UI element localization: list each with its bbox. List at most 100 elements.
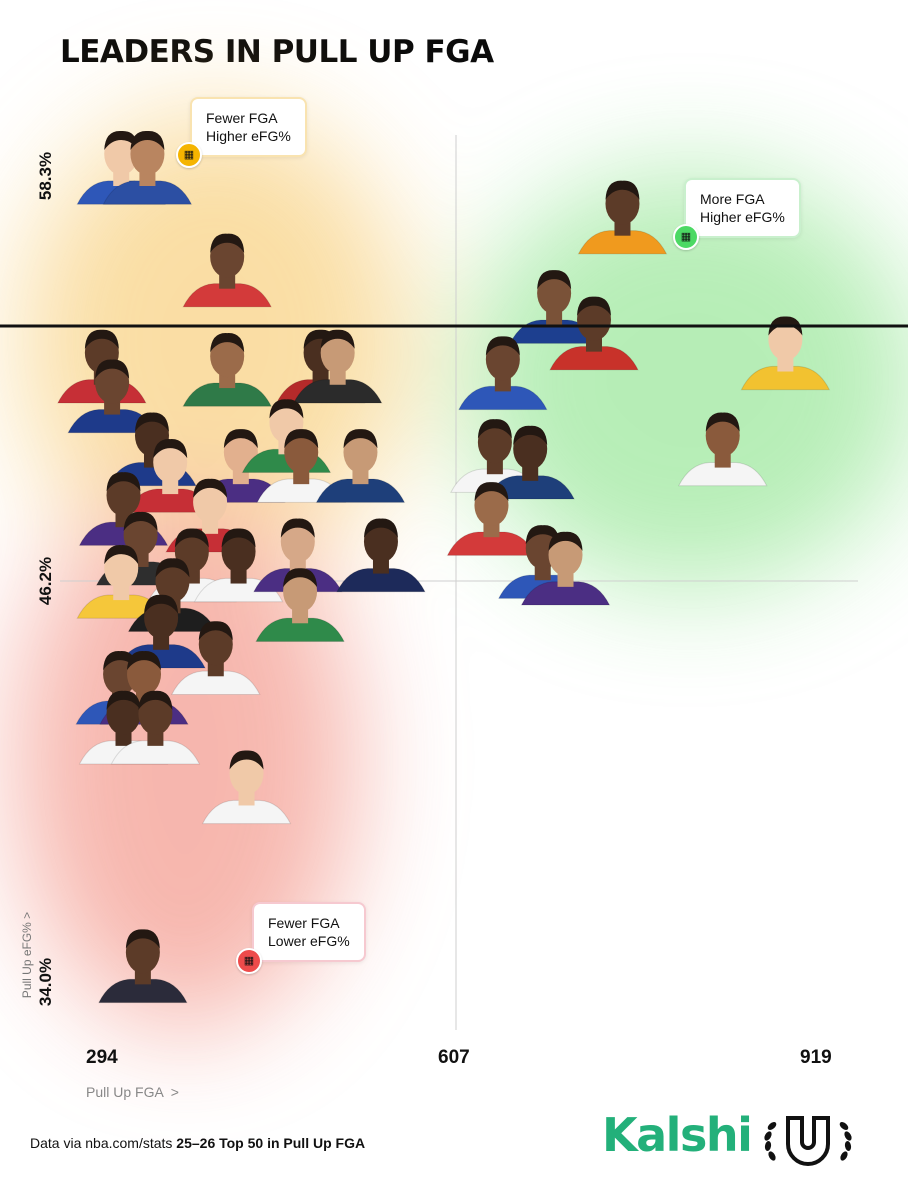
- player-head: [537, 272, 572, 315]
- player-hair: [104, 130, 139, 150]
- player-marker: [450, 419, 540, 493]
- player-head: [280, 520, 315, 563]
- player-hair: [269, 399, 304, 419]
- player-hair: [95, 359, 130, 379]
- player-head: [221, 530, 256, 573]
- player-hair: [221, 528, 256, 548]
- player-head: [193, 480, 228, 523]
- player-marker: [182, 333, 272, 407]
- player-marker: [485, 425, 576, 500]
- player-hair: [548, 531, 583, 551]
- player-marker: [201, 750, 292, 825]
- player-marker: [170, 621, 261, 695]
- player-head: [144, 596, 179, 639]
- player-hair: [130, 130, 165, 150]
- player-marker: [458, 336, 548, 411]
- player-head: [576, 298, 611, 341]
- player-hair: [106, 690, 141, 710]
- player-hair: [210, 233, 245, 253]
- player-hair: [223, 429, 258, 449]
- laurel-u-icon: [764, 1116, 852, 1166]
- player-head: [343, 431, 378, 474]
- player-jersey: [102, 180, 193, 205]
- player-hair: [84, 329, 119, 349]
- player-hair: [210, 333, 245, 353]
- x-axis-title: Pull Up FGA >: [86, 1084, 179, 1100]
- player-hair: [768, 316, 803, 336]
- player-jersey: [292, 379, 383, 404]
- player-head: [153, 441, 188, 484]
- player-marker: [110, 690, 201, 765]
- player-markers: [57, 130, 831, 1004]
- player-head: [106, 474, 141, 517]
- y-tick-bottom: 34.0%: [36, 957, 55, 1007]
- x-tick-right: 919: [800, 1047, 832, 1068]
- player-jersey: [110, 740, 201, 765]
- player-jersey: [549, 346, 639, 371]
- player-hair: [280, 518, 315, 538]
- player-head: [363, 520, 398, 563]
- player-head: [513, 427, 548, 470]
- glow-upper-right: [460, 170, 908, 590]
- player-hair: [343, 429, 378, 449]
- player-head: [106, 692, 141, 735]
- player-hair: [477, 419, 512, 439]
- note-more-higher: More FGA Higher eFG%: [684, 178, 801, 238]
- player-hair: [320, 329, 355, 349]
- player-hair: [153, 439, 188, 459]
- player-head: [138, 692, 173, 735]
- player-head: [127, 653, 162, 696]
- player-hair: [198, 621, 233, 641]
- player-marker: [292, 329, 383, 404]
- y-axis-title: Pull Up eFG% >: [20, 911, 34, 999]
- player-jersey: [577, 230, 668, 255]
- player-hair: [125, 929, 160, 949]
- player-hair: [144, 594, 179, 614]
- player-hair: [106, 472, 141, 492]
- player-head: [130, 133, 165, 175]
- player-jersey: [201, 799, 292, 825]
- player-head: [474, 484, 509, 527]
- player-hair: [525, 525, 560, 545]
- player-hair: [284, 429, 319, 449]
- player-marker: [255, 568, 345, 642]
- player-jersey: [170, 670, 261, 695]
- player-hair: [127, 651, 162, 671]
- y-tick-top: 58.3%: [36, 151, 55, 201]
- data-source: Data via nba.com/stats 25–26 Top 50 in P…: [30, 1135, 366, 1151]
- player-marker: [520, 531, 611, 606]
- brand-logo: Kalshi: [602, 1108, 753, 1162]
- player-head: [125, 931, 160, 974]
- player-head: [477, 421, 512, 464]
- player-head: [95, 361, 130, 404]
- player-jersey: [677, 461, 768, 487]
- player-head: [104, 133, 139, 175]
- note-fewer-higher: Fewer FGA Higher eFG%: [190, 97, 307, 157]
- player-jersey: [740, 365, 831, 391]
- player-hair: [513, 425, 548, 445]
- player-head: [229, 752, 264, 795]
- player-head: [123, 513, 158, 556]
- player-marker: [446, 482, 537, 556]
- map-icon: ▦: [236, 948, 262, 974]
- player-hair: [134, 412, 169, 432]
- player-hair: [283, 568, 318, 588]
- player-marker: [577, 180, 668, 255]
- player-head: [155, 560, 190, 603]
- player-hair: [104, 545, 139, 565]
- player-head: [210, 235, 245, 278]
- player-head: [283, 570, 318, 613]
- player-hair: [576, 296, 611, 316]
- player-jersey: [458, 385, 548, 411]
- player-head: [284, 431, 319, 474]
- player-jersey: [182, 382, 272, 407]
- player-hair: [363, 518, 398, 538]
- player-hair: [705, 412, 740, 432]
- player-marker: [336, 518, 426, 593]
- player-marker: [67, 359, 157, 434]
- player-marker: [315, 429, 406, 503]
- player-hair: [138, 690, 173, 710]
- player-hair: [155, 558, 190, 578]
- player-head: [705, 414, 740, 457]
